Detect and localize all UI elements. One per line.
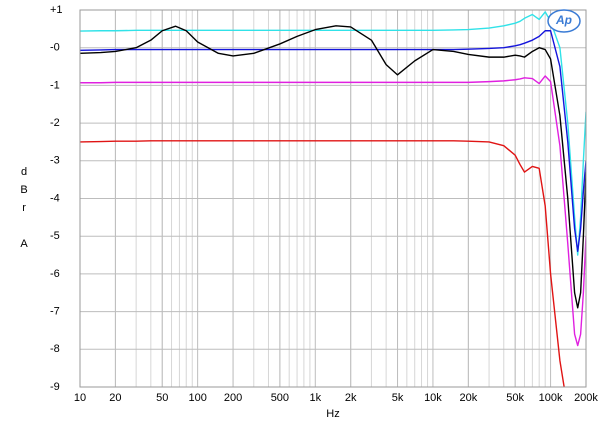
series-line (80, 25, 586, 309)
x-tick-label: 5k (392, 392, 404, 404)
x-tick-label: 500 (271, 392, 289, 404)
y-tick-label: -4 (50, 192, 60, 204)
series-line (80, 75, 586, 347)
y-tick-label: -1 (50, 79, 60, 91)
series-line (80, 140, 565, 387)
x-tick-label: 20k (459, 392, 477, 404)
x-tick-label: 200k (574, 392, 598, 404)
series-line (80, 11, 586, 256)
logo-text: Ap (555, 13, 572, 27)
logo: Ap (547, 9, 581, 33)
y-tick-label: -0 (50, 42, 60, 54)
x-tick-label: 10 (74, 392, 86, 404)
x-tick-label: 100k (539, 392, 563, 404)
x-axis-label: Hz (326, 408, 339, 420)
x-tick-label: 2k (345, 392, 357, 404)
y-tick-label: -5 (50, 230, 60, 242)
plot-frame (79, 9, 587, 388)
x-tick-label: 10k (424, 392, 442, 404)
y-tick-label: +1 (50, 4, 63, 16)
y-axis-label: dBr A (18, 166, 30, 256)
y-tick-label: -8 (50, 343, 60, 355)
x-tick-label: 50 (156, 392, 168, 404)
x-tick-label: 1k (309, 392, 321, 404)
series-line (80, 30, 586, 252)
y-tick-label: -2 (50, 117, 60, 129)
plot-area (80, 11, 586, 387)
x-tick-label: 100 (188, 392, 206, 404)
x-tick-label: 20 (109, 392, 121, 404)
x-tick-label: 200 (224, 392, 242, 404)
y-tick-label: -3 (50, 155, 60, 167)
logo-badge (547, 9, 581, 33)
y-tick-label: -6 (50, 268, 60, 280)
tick-labels: 10 20 50 100 200 500 1k 2k 5k 10k 20k 50k 100k 200k +1… (50, 4, 598, 404)
x-tick-label: 50k (506, 392, 524, 404)
y-tick-label: -7 (50, 306, 60, 318)
y-tick-label: -9 (50, 381, 60, 393)
